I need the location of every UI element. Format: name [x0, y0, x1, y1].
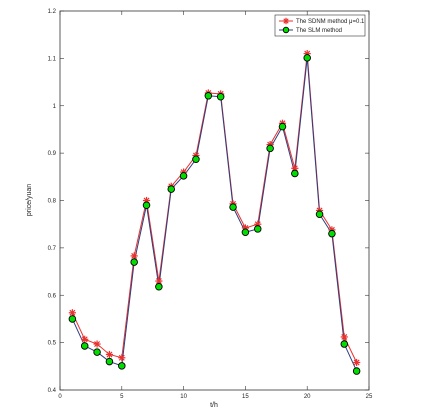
y-axis: 0.4 0.5 0.6 0.7 0.8 0.9 1 1.1 1.2: [48, 9, 369, 394]
series-group: [68, 50, 361, 375]
series-2-marker: [80, 342, 89, 350]
series-2-marker: [130, 258, 138, 266]
series-1-marker: [353, 358, 361, 367]
series-1-marker: [340, 333, 348, 341]
series-2-marker: [266, 144, 274, 153]
y-tick-label: 1.2: [48, 9, 57, 15]
x-axis-title: t/h: [210, 402, 218, 409]
legend-label: The SLM method: [296, 28, 342, 34]
series-1-marker: [130, 252, 138, 260]
x-tick-label: 15: [242, 394, 249, 400]
series-2-marker: [229, 203, 237, 211]
y-tick-label: 0.9: [48, 151, 57, 157]
y-tick-label: 0.6: [48, 293, 57, 299]
y-tick-label: 0.4: [48, 388, 57, 394]
series-2-marker: [155, 282, 163, 291]
y-tick-label: 0.7: [48, 246, 57, 252]
series-2-marker: [254, 225, 262, 233]
legend-box: [274, 14, 366, 37]
x-tick-label: 10: [180, 394, 187, 400]
series-1-marker: [93, 340, 101, 348]
x-tick-label: 5: [120, 394, 124, 400]
series-2-marker: [340, 340, 349, 348]
series-2-marker: [142, 201, 151, 209]
series-1-marker: [118, 354, 126, 362]
series-2-marker: [179, 172, 188, 180]
series-2-marker: [93, 348, 101, 356]
y-tick-label: 0.8: [48, 199, 57, 205]
series-2-marker: [118, 362, 126, 370]
y-tick-label: 1.1: [48, 56, 57, 62]
legend-marker-circle: [282, 26, 290, 34]
series-2-marker: [315, 210, 324, 218]
series-2-marker: [192, 155, 200, 164]
series-1-marker: [155, 277, 163, 285]
series-2-marker: [204, 92, 213, 100]
series-2-marker: [303, 54, 311, 62]
y-tick-label: 0.5: [48, 341, 57, 347]
series-1-marker: [81, 335, 89, 343]
series-2-marker: [216, 92, 225, 101]
legend-marker-asterisk: [282, 17, 290, 25]
series-2-marker: [278, 122, 287, 131]
legend-label: The SDNM method μ=0.1: [296, 19, 365, 25]
legend: The SDNM method μ=0.1 The SLM method: [274, 14, 366, 37]
series-2-marker: [68, 315, 77, 323]
x-tick-label: 25: [366, 394, 373, 400]
series-2-marker: [241, 228, 250, 236]
series-2-marker: [105, 357, 114, 366]
series-2-marker: [291, 169, 299, 178]
y-tick-label: 1: [53, 104, 57, 110]
series-2-marker: [352, 367, 361, 375]
x-axis: 0 5 10 15 20 25: [58, 11, 373, 400]
x-tick-label: 20: [304, 394, 311, 400]
series-2-marker: [167, 185, 175, 193]
series-1-marker: [105, 350, 114, 359]
series-2-marker: [328, 229, 336, 238]
series-1-marker: [68, 309, 76, 317]
x-tick-label: 0: [58, 394, 62, 400]
plot-area: [59, 10, 370, 391]
y-axis-title: price/yuan: [26, 184, 33, 216]
